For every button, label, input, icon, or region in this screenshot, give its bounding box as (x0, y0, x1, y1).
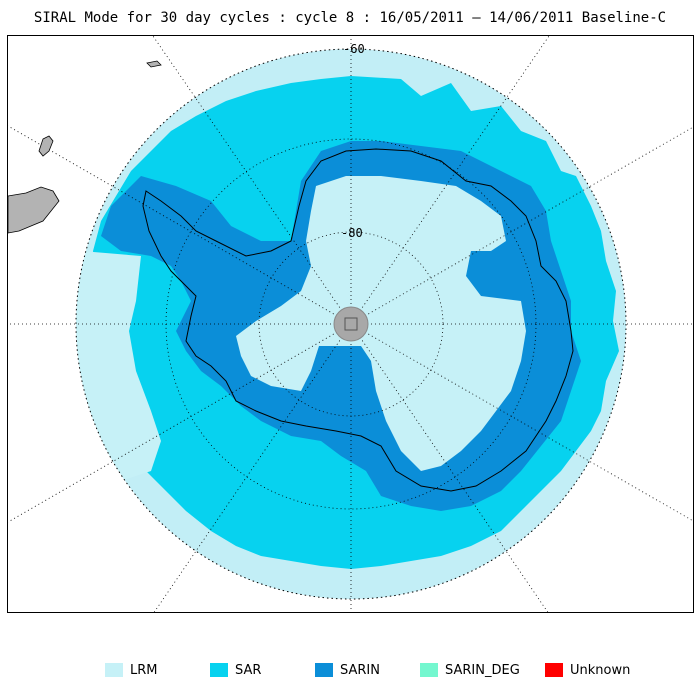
legend-item-unknown: Unknown (545, 660, 630, 680)
map-title: SIRAL Mode for 30 day cycles : cycle 8 :… (33, 10, 667, 26)
legend-swatch-sarin-deg (420, 663, 438, 677)
lat-label-80: -80 (341, 226, 363, 240)
polar-map: -60 -80 (8, 36, 693, 612)
legend-item-sar: SAR (210, 660, 261, 680)
lrm-left-band (76, 251, 161, 481)
legend-item-sarin: SARIN (315, 660, 380, 680)
legend: LRM SAR SARIN SARIN_DEG Unknown (0, 660, 700, 680)
small-island-land (146, 60, 162, 68)
legend-label-unknown: Unknown (570, 662, 631, 678)
legend-item-lrm: LRM (105, 660, 158, 680)
lat-circle-60 (75, 48, 627, 600)
legend-label-lrm: LRM (130, 662, 158, 678)
meridians (8, 36, 693, 612)
lrm-interior (236, 176, 526, 471)
map-frame: -60 -80 (7, 35, 694, 613)
legend-swatch-sarin (315, 663, 333, 677)
lat-label-60: -60 (343, 42, 365, 56)
legend-item-sarin-deg: SARIN_DEG (420, 660, 520, 680)
pole-marker (344, 317, 358, 331)
legend-label-sarin: SARIN (340, 662, 380, 678)
south-america-land (8, 186, 60, 234)
pole-hole (333, 306, 369, 342)
antarctic-coastline (142, 148, 574, 492)
island-land (38, 135, 54, 157)
legend-label-sar: SAR (235, 662, 262, 678)
legend-label-sarin-deg: SARIN_DEG (445, 662, 520, 678)
legend-swatch-unknown (545, 663, 563, 677)
legend-swatch-lrm (105, 663, 123, 677)
legend-swatch-sar (210, 663, 228, 677)
